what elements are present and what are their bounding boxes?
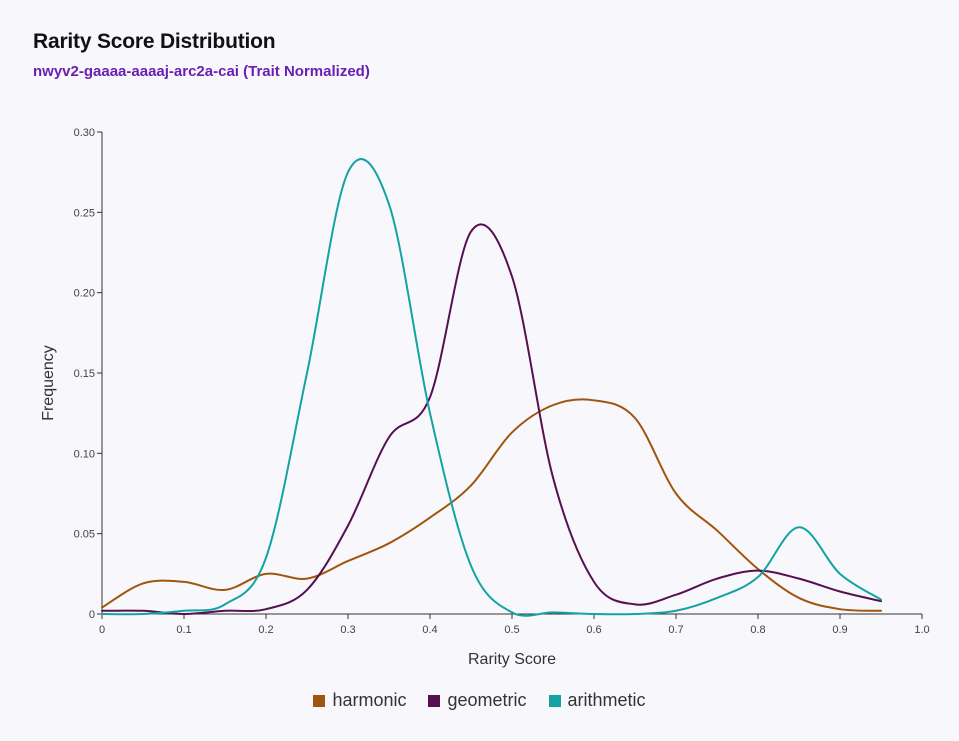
x-tick-label: 0.6	[586, 624, 601, 636]
legend-item-harmonic[interactable]: harmonic	[313, 690, 406, 711]
x-tick-label: 0.2	[258, 624, 273, 636]
chart-subtitle: nwyv2-gaaaa-aaaaj-arc2a-cai (Trait Norma…	[33, 63, 370, 80]
series-line-geometric	[101, 223, 882, 615]
legend-item-geometric[interactable]: geometric	[428, 690, 527, 711]
y-tick-label: 0.10	[74, 448, 95, 460]
chart-series	[101, 158, 882, 617]
x-tick-label: 0.4	[422, 624, 437, 636]
y-tick-label: 0	[89, 609, 95, 621]
x-tick-label: 0.7	[668, 624, 683, 636]
legend-item-arithmetic[interactable]: arithmetic	[548, 690, 646, 711]
legend-label: harmonic	[332, 690, 407, 710]
series-line-arithmetic	[101, 158, 882, 617]
chart-header: Rarity Score Distribution nwyv2-gaaaa-aa…	[33, 30, 370, 80]
y-tick-label: 0.20	[74, 288, 95, 300]
y-axis-title: Frequency	[40, 345, 57, 421]
y-tick-label: 0.25	[74, 207, 95, 219]
chart-axes: 0 0.05 0.10 0.15 0.20 0.25 0.30 0 0.1 0.2 0.3 0.4 0.…	[40, 127, 930, 668]
x-tick-label: 0.9	[832, 624, 847, 636]
x-axis-title: Rarity Score	[468, 651, 556, 668]
x-tick-label: 1.0	[914, 624, 929, 636]
legend-swatch	[548, 694, 561, 707]
legend-swatch	[428, 694, 441, 707]
x-tick-label: 0	[99, 624, 105, 636]
chart-title: Rarity Score Distribution	[33, 30, 276, 53]
y-tick-label: 0.15	[74, 368, 95, 380]
x-tick-label: 0.1	[176, 624, 191, 636]
legend-label: arithmetic	[567, 690, 646, 710]
legend-swatch	[313, 694, 326, 707]
legend-label: geometric	[447, 690, 527, 710]
chart-legend: harmonic geometric arithmetic	[0, 690, 959, 711]
y-tick-label: 0.30	[74, 127, 95, 139]
x-tick-label: 0.3	[340, 624, 355, 636]
x-tick-label: 0.5	[504, 624, 519, 636]
x-tick-label: 0.8	[750, 624, 765, 636]
series-line-harmonic	[101, 398, 882, 612]
y-tick-label: 0.05	[74, 529, 95, 541]
